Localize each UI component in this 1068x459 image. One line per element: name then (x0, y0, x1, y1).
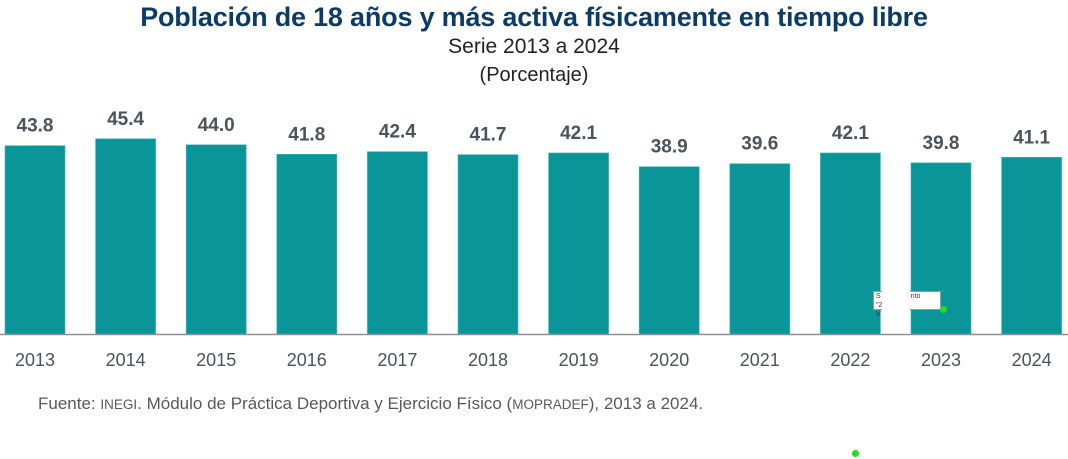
bar-2016[interactable] (276, 153, 338, 335)
x-tick-label-2024: 2024 (1012, 350, 1052, 370)
source-note: Fuente: INEGI. Módulo de Práctica Deport… (38, 394, 703, 414)
tooltip-line-2: V (876, 311, 881, 318)
value-label-2020: 38.9 (651, 137, 688, 158)
value-label-2015: 44.0 (198, 115, 235, 136)
x-tick-label-2014: 2014 (106, 350, 146, 370)
x-tick-label-2015: 2015 (196, 350, 236, 370)
bar-2022[interactable] (820, 152, 881, 335)
x-tick-label-2019: 2019 (559, 350, 599, 370)
chart-subtitle: Serie 2013 a 2024 (448, 35, 620, 58)
value-label-2018: 41.7 (470, 125, 507, 146)
bar-2020[interactable] (638, 166, 700, 335)
tooltip-line-1-start: S (876, 293, 881, 300)
cursor-dot (940, 306, 947, 313)
x-tick-label-2020: 2020 (649, 350, 689, 370)
x-tick-label-2013: 2013 (15, 350, 55, 370)
bar-2013[interactable] (4, 145, 66, 335)
source-org: INEGI (100, 397, 138, 412)
value-label-2014: 45.4 (107, 109, 144, 130)
cursor-dot-secondary (852, 450, 859, 457)
bar-2021[interactable] (729, 163, 791, 335)
source-prefix: Fuente: (38, 394, 101, 413)
chart-units: (Porcentaje) (479, 64, 589, 86)
value-label-2024: 41.1 (1013, 127, 1050, 148)
x-tick-label-2022: 2022 (830, 350, 870, 370)
x-tick-label-2021: 2021 (740, 350, 780, 370)
bar-chart: 43.8 45.4 44.0 41.8 42.4 41.7 42.1 38.9 39.6 42.1… (0, 109, 1068, 370)
value-label-2013: 43.8 (17, 116, 54, 137)
source-middle: . Módulo de Práctica Deportiva y Ejercic… (137, 394, 513, 413)
x-tick-label-2017: 2017 (377, 350, 417, 370)
value-label-2017: 42.4 (379, 122, 416, 143)
occluding-panel (882, 283, 910, 321)
value-label-2016: 41.8 (288, 124, 325, 145)
x-tick-label-2018: 2018 (468, 350, 508, 370)
source-acronym: MOPRADEF (512, 397, 589, 412)
bar-2018[interactable] (457, 154, 519, 335)
bar-2024[interactable] (1001, 156, 1062, 335)
value-label-2019: 42.1 (560, 123, 597, 144)
x-tick-label-2023: 2023 (921, 350, 961, 370)
bar-2015[interactable] (185, 144, 247, 335)
value-label-2021: 39.6 (741, 134, 778, 155)
value-label-2023: 39.8 (923, 133, 960, 154)
chart-title: Población de 18 años y más activa física… (140, 2, 928, 32)
x-tick-label-2016: 2016 (287, 350, 327, 370)
value-label-2022: 42.1 (832, 123, 869, 144)
bar-2017[interactable] (367, 151, 428, 335)
bar-2019[interactable] (548, 152, 609, 335)
bar-2014[interactable] (95, 138, 156, 335)
source-suffix: ), 2013 a 2024. (588, 394, 704, 413)
